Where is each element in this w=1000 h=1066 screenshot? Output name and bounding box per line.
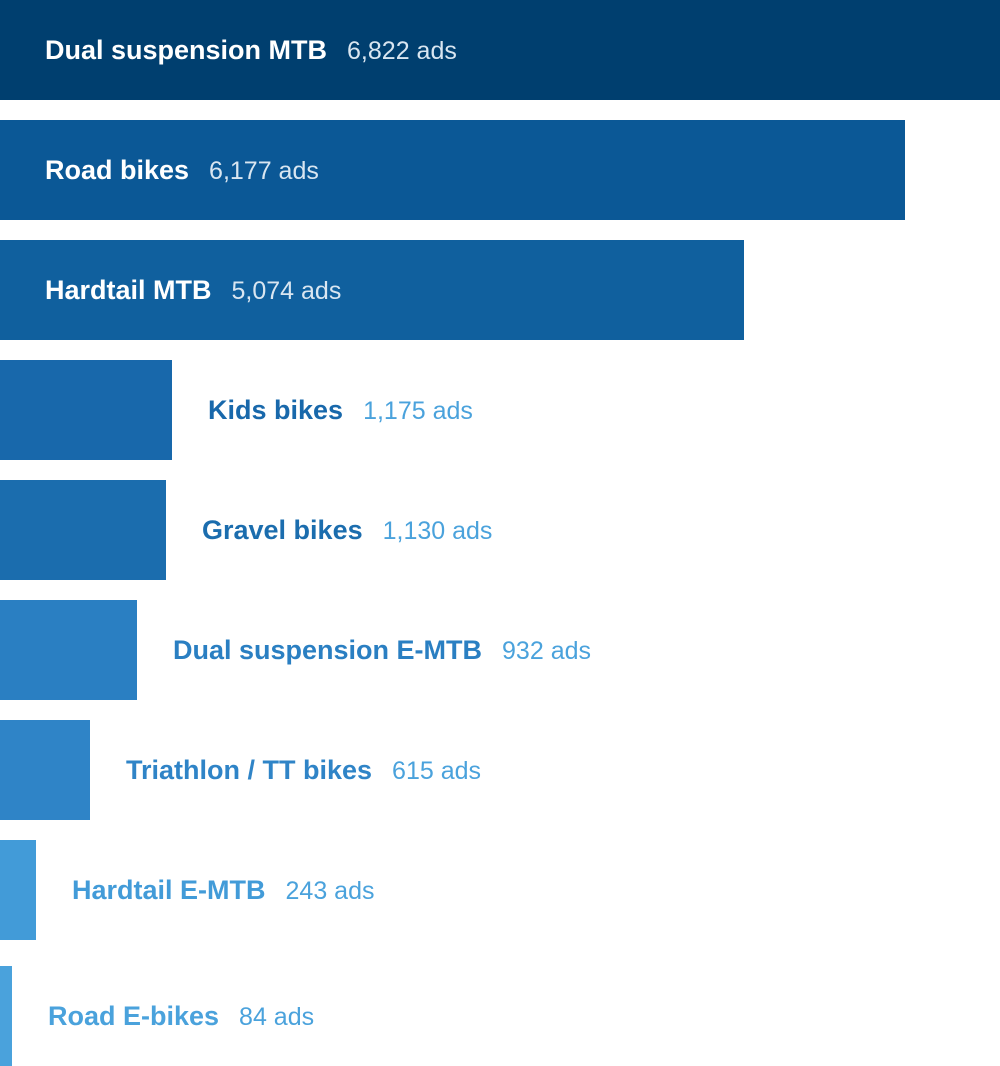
value-label: 5,074 ads [231, 277, 342, 305]
bar-4 [0, 480, 166, 580]
bar-2 [0, 240, 744, 340]
category-label: Gravel bikes [202, 515, 363, 545]
category-label: Kids bikes [208, 395, 344, 425]
category-label: Dual suspension E-MTB [173, 635, 483, 665]
bar-3 [0, 360, 172, 460]
value-label: 6,822 ads [347, 37, 457, 65]
category-label: Triathlon / TT bikes [126, 755, 373, 785]
category-label: Dual suspension MTB [45, 35, 328, 65]
bar-6 [0, 720, 90, 820]
category-label: Hardtail E-MTB [72, 875, 266, 905]
value-label: 84 ads [239, 1003, 315, 1031]
value-label: 1,130 ads [382, 517, 493, 545]
category-label: Road E-bikes [48, 1001, 220, 1031]
category-label: Hardtail MTB [45, 275, 212, 305]
bar-8 [0, 966, 12, 1066]
value-label: 615 ads [392, 757, 482, 785]
bar-0 [0, 0, 1000, 100]
value-label: 932 ads [502, 637, 591, 665]
category-label: Road bikes [45, 155, 190, 185]
bar-1 [0, 120, 905, 220]
bar-5 [0, 600, 137, 700]
value-label: 6,177 ads [209, 157, 319, 185]
value-label: 243 ads [285, 877, 375, 905]
value-label: 1,175 ads [363, 397, 473, 425]
bar-7 [0, 840, 36, 940]
